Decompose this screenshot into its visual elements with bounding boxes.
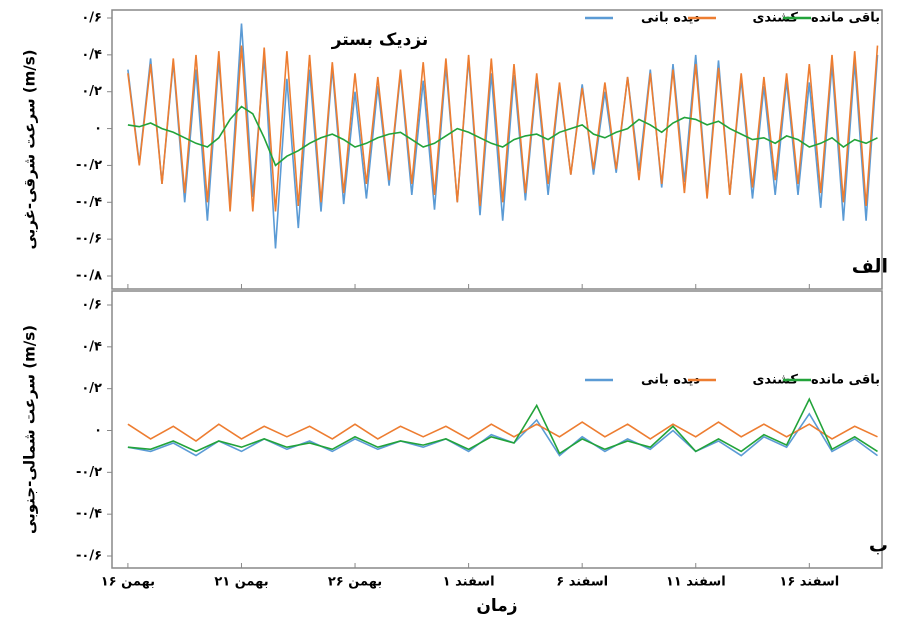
y-tick-label: -۰/۴ xyxy=(76,507,102,522)
x-axis-title: زمان xyxy=(476,596,517,616)
legend-label: باقی مانده xyxy=(811,373,880,388)
y-tick-label: ۰/۴ xyxy=(81,47,102,62)
legend-label: دیده بانی xyxy=(641,11,700,26)
y-tick-label: ۰ xyxy=(94,423,102,438)
y-tick-label: ۰/۶ xyxy=(81,11,102,26)
y-tick-label: -۰/۴ xyxy=(76,195,102,210)
y-tick-label: -۰/۲ xyxy=(76,158,102,173)
x-tick-label: ۲۶ بهمن xyxy=(328,575,382,590)
x-tick-label: ۱۱ اسفند xyxy=(666,575,726,590)
y-axis-title: سرعت شرقی-غربی (m/s) xyxy=(21,49,39,249)
series-line xyxy=(127,421,878,442)
x-tick-label: ۱۶ اسفند xyxy=(779,575,839,590)
y-tick-label: ۰/۲ xyxy=(81,84,102,99)
legend-label: دیده بانی xyxy=(641,373,700,388)
series-line xyxy=(127,23,879,249)
series-line xyxy=(127,397,878,455)
legend-label: باقی مانده xyxy=(811,11,880,26)
panel-label: ب xyxy=(869,535,888,557)
panel-label: الف xyxy=(852,256,888,278)
y-tick-label: -۰/۶ xyxy=(76,232,102,247)
x-tick-label: ۱۶ بهمن xyxy=(101,575,155,590)
legend-label: کشندی xyxy=(752,11,798,26)
legend-label: کشندی xyxy=(752,373,798,388)
y-tick-label: -۰/۶ xyxy=(76,549,102,564)
y-tick-label: ۰/۴ xyxy=(81,339,102,354)
y-tick-label: ۰/۶ xyxy=(81,298,102,313)
y-tick-label: ۰ xyxy=(94,121,102,136)
chart-title: نزدیک بستر xyxy=(331,30,429,50)
series-line xyxy=(127,105,878,167)
y-tick-label: ۰/۲ xyxy=(81,381,102,396)
plot-frame xyxy=(111,290,883,569)
plot-frame xyxy=(111,9,883,290)
x-tick-label: ۲۱ بهمن xyxy=(214,575,268,590)
y-axis-title: سرعت شمالی-جنوبی (m/s) xyxy=(21,325,39,534)
series-line xyxy=(127,45,879,212)
y-tick-label: -۰/۲ xyxy=(76,465,102,480)
x-tick-label: ۶ اسفند xyxy=(556,575,608,590)
series-line xyxy=(127,412,878,457)
y-tick-label: -۰/۸ xyxy=(76,269,102,284)
x-tick-label: ۱ اسفند xyxy=(443,575,495,590)
